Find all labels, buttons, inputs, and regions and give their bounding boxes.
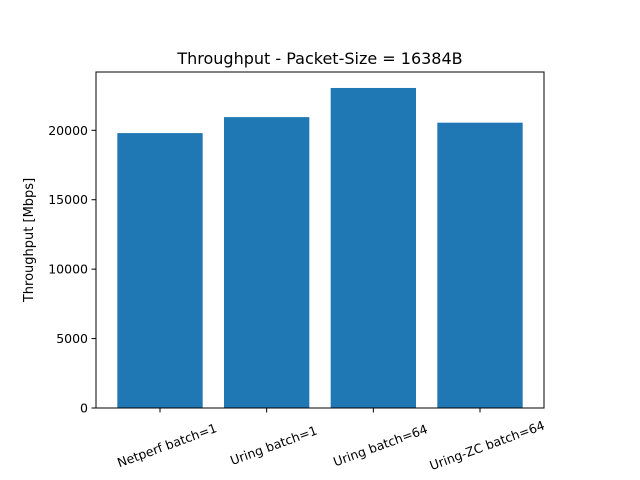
y-ticks-group: 0 5000 10000 15000 20000 xyxy=(48,123,96,416)
bars-group xyxy=(117,87,523,409)
y-axis-label: Throughput [Mbps] xyxy=(22,178,37,303)
bar-4 xyxy=(437,122,523,409)
bar-3 xyxy=(330,87,416,408)
plot-frame xyxy=(95,71,545,409)
y-tick-label: 10000 xyxy=(48,262,88,277)
y-tick-label: 0 xyxy=(80,401,88,416)
chart-title: Throughput - Packet-Size = 16384B xyxy=(176,49,462,68)
bar-2 xyxy=(224,117,310,409)
bar-1 xyxy=(117,133,203,408)
y-tick-label: 5000 xyxy=(56,331,88,346)
y-tick-label: 15000 xyxy=(48,192,88,207)
y-tick-label: 20000 xyxy=(48,123,88,138)
